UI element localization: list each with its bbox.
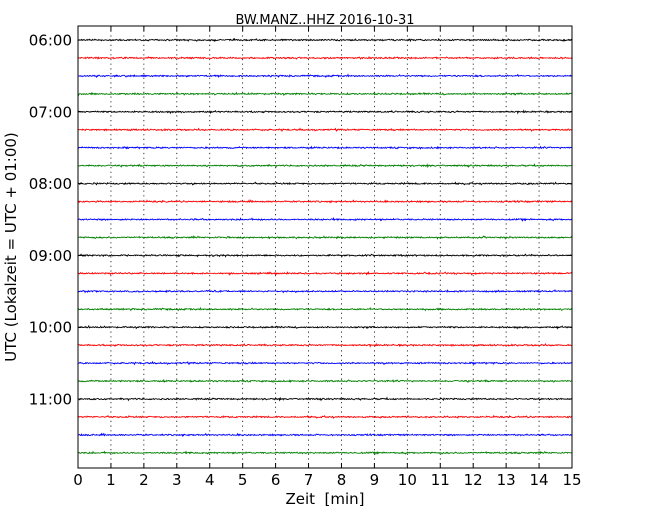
x-tick-label: 14 xyxy=(530,471,549,489)
y-axis-label: UTC (Lokalzeit = UTC + 01:00) xyxy=(2,132,20,362)
x-axis: 0 1 2 3 4 5 6 7 8 9 10 11 12 13 14 15 xyxy=(73,26,582,489)
x-tick-label: 0 xyxy=(73,471,83,489)
y-tick-label: 07:00 xyxy=(29,103,72,121)
x-tick-label: 3 xyxy=(172,471,182,489)
y-tick-label: 08:00 xyxy=(29,175,72,193)
y-tick-label: 10:00 xyxy=(29,319,72,337)
seismic-trace xyxy=(77,163,572,169)
seismic-trace xyxy=(77,450,572,456)
x-tick-label: 11 xyxy=(431,471,450,489)
x-tick-label: 7 xyxy=(304,471,314,489)
seismic-trace xyxy=(77,414,572,419)
seismic-trace xyxy=(77,37,572,43)
seismic-trace xyxy=(77,342,572,348)
y-axis: 06:00 07:00 08:00 09:00 10:00 11:00 xyxy=(29,32,572,409)
seismic-trace xyxy=(77,360,572,366)
x-tick-label: 8 xyxy=(337,471,347,489)
x-tick-label: 10 xyxy=(398,471,417,489)
plot-frame xyxy=(77,25,573,469)
x-tick-label: 6 xyxy=(271,471,281,489)
seismic-trace xyxy=(77,432,573,438)
x-tick-label: 15 xyxy=(562,471,581,489)
x-tick-label: 9 xyxy=(370,471,380,489)
seismic-trace xyxy=(77,145,573,150)
seismic-trace xyxy=(77,235,573,240)
x-tick-label: 1 xyxy=(106,471,116,489)
x-tick-label: 2 xyxy=(139,471,149,489)
x-tick-label: 12 xyxy=(464,471,483,489)
seismic-trace xyxy=(77,306,573,312)
seismic-trace xyxy=(77,109,573,115)
vertical-grid xyxy=(110,26,540,468)
seismic-trace xyxy=(77,127,572,133)
trace-group xyxy=(77,37,573,456)
y-tick-label: 06:00 xyxy=(29,32,72,50)
seismic-trace xyxy=(77,396,573,402)
x-tick-label: 13 xyxy=(497,471,516,489)
seismic-trace xyxy=(77,378,572,384)
seismic-trace xyxy=(77,253,573,258)
seismic-trace xyxy=(77,56,573,60)
y-tick-label: 11:00 xyxy=(29,391,72,409)
chart-title: BW.MANZ..HHZ 2016-10-31 xyxy=(235,13,414,28)
seismic-trace xyxy=(77,73,572,79)
x-tick-label: 4 xyxy=(205,471,215,489)
seismic-trace xyxy=(77,199,573,204)
seismic-trace xyxy=(77,91,572,97)
seismic-trace xyxy=(77,289,572,294)
seismic-trace xyxy=(77,216,573,222)
seismic-trace xyxy=(77,324,573,330)
seismic-trace xyxy=(77,270,573,276)
seismic-trace xyxy=(77,181,572,186)
x-axis-label: Zeit [min] xyxy=(285,490,364,508)
x-tick-label: 5 xyxy=(238,471,248,489)
y-tick-label: 09:00 xyxy=(29,247,72,265)
